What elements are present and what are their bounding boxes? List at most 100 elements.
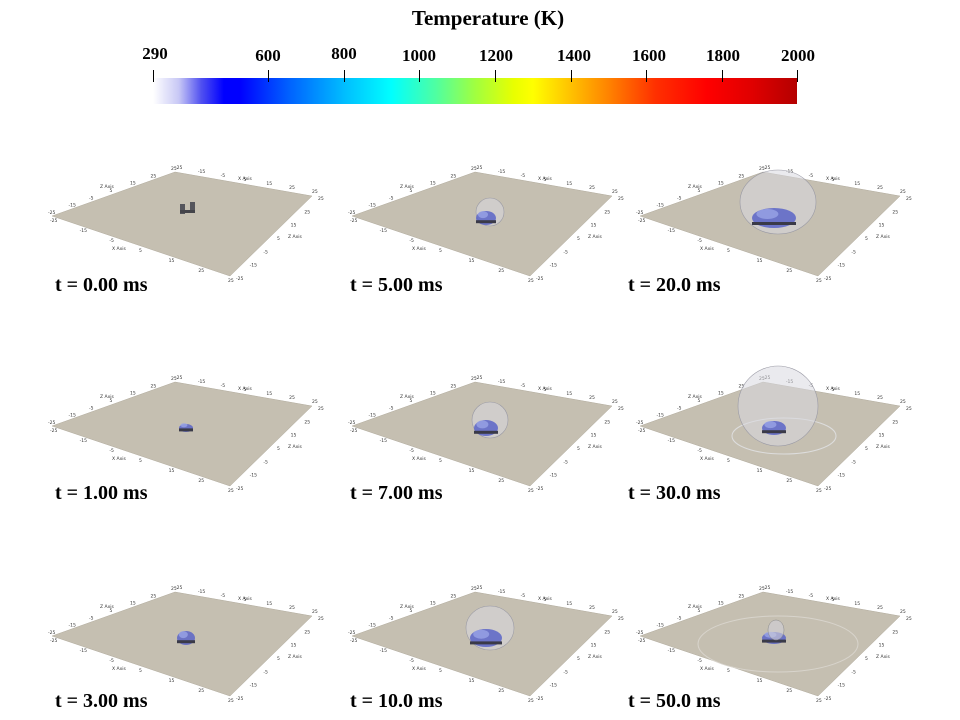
z-axis-label: Z Axis bbox=[400, 184, 415, 190]
axis-tick-bottom-left: 15 bbox=[757, 678, 763, 684]
axis-tick-top-left: -25 bbox=[636, 630, 643, 636]
axis-tick-top-right: -5 bbox=[809, 173, 814, 179]
axis-tick-bottom-right: -5 bbox=[851, 669, 856, 675]
axis-tick-bottom-left: -25 bbox=[638, 638, 645, 644]
axis-tick-bottom-right: -15 bbox=[250, 263, 257, 269]
plate-view: -25-15-55152525-25-15-55152525-25-15-551… bbox=[348, 165, 624, 284]
panel-t10: -25 -15 -5 5 15 25 25 -25 -15 -5 5 15 25 25 -25 -15 -5 5 1… bbox=[340, 578, 640, 708]
colorbar-label-1400: 1400 bbox=[557, 46, 591, 65]
axis-tick-top-right: -25 bbox=[763, 585, 770, 591]
z-axis-label: Z Axis bbox=[100, 184, 115, 190]
hot-core-highlight bbox=[476, 420, 489, 429]
axis-tick-top-right: 25 bbox=[589, 605, 595, 611]
axis-tick-bottom-right: 25 bbox=[318, 406, 324, 412]
z-axis-label: Z Axis bbox=[876, 444, 891, 450]
panel-t5: -25 -15 -5 5 15 25 25 -25 -15 -5 5 15 25 25 -25 -15 -5 5 1… bbox=[340, 158, 640, 288]
axis-tick-bottom-right: 5 bbox=[277, 446, 280, 452]
axis-tick-top-left: -5 bbox=[389, 615, 394, 621]
axis-tick-bottom-left: 15 bbox=[169, 258, 175, 264]
axis-tick-bottom-right: 25 bbox=[318, 196, 324, 202]
axis-tick-top-right: 15 bbox=[854, 601, 860, 607]
axis-tick-bottom-left: 25 bbox=[228, 698, 234, 704]
axis-tick-top-right: -15 bbox=[198, 379, 205, 385]
vapor-dome bbox=[767, 619, 785, 641]
axis-tick-bottom-right: 25 bbox=[892, 629, 898, 635]
axis-tick-top-left: -25 bbox=[348, 420, 355, 426]
axis-tick-top-left: -15 bbox=[69, 413, 76, 419]
axis-tick-bottom-left: -5 bbox=[697, 658, 702, 664]
axis-tick-bottom-left: -5 bbox=[109, 238, 114, 244]
time-label-t1: t = 1.00 ms bbox=[55, 482, 148, 504]
axis-tick-top-left: -5 bbox=[677, 615, 682, 621]
axis-tick-bottom-right: -5 bbox=[263, 249, 268, 255]
axis-tick-bottom-left: -15 bbox=[668, 228, 675, 234]
axis-tick-bottom-left: 5 bbox=[439, 248, 442, 254]
axis-tick-top-right: 25 bbox=[612, 609, 618, 615]
time-label-t7: t = 7.00 ms bbox=[350, 482, 443, 504]
plate-view: -25-15-55152525-25-15-55152525-25-15-551… bbox=[48, 375, 324, 494]
axis-tick-bottom-left: -25 bbox=[350, 218, 357, 224]
time-label-t10: t = 10.0 ms bbox=[350, 690, 443, 712]
axis-tick-bottom-right: -25 bbox=[536, 486, 543, 492]
plate-view: -25-15-55152525-25-15-55152525-25-15-551… bbox=[48, 165, 324, 284]
axis-tick-top-left: 25 bbox=[151, 593, 157, 599]
z-axis-label: Z Axis bbox=[876, 234, 891, 240]
z-axis-label: Z Axis bbox=[288, 444, 303, 450]
colorbar-label-800: 800 bbox=[331, 44, 357, 63]
axis-tick-bottom-left: 15 bbox=[469, 258, 475, 264]
axis-tick-top-left: -25 bbox=[48, 630, 55, 636]
axis-tick-bottom-right: 5 bbox=[865, 656, 868, 662]
axis-tick-bottom-left: 15 bbox=[757, 468, 763, 474]
axis-tick-bottom-left: -5 bbox=[409, 238, 414, 244]
x-axis-label: X Axis bbox=[700, 456, 715, 462]
x-axis-label: X Axis bbox=[700, 666, 715, 672]
panel-t3: -25 -15 -5 5 15 25 25 -25 -15 -5 5 15 25 25 -25 -15 -5 5 1… bbox=[40, 578, 340, 708]
axis-tick-bottom-left: -25 bbox=[638, 218, 645, 224]
axis-tick-bottom-left: 5 bbox=[139, 248, 142, 254]
axis-tick-bottom-left: 25 bbox=[786, 688, 792, 694]
cavity-block bbox=[177, 640, 195, 644]
colorbar-label-600: 600 bbox=[255, 46, 281, 65]
axis-tick-top-right: -15 bbox=[198, 169, 205, 175]
axis-tick-top-right: 15 bbox=[266, 181, 272, 187]
colorbar-label-290: 290 bbox=[142, 44, 168, 63]
axis-tick-bottom-left: -15 bbox=[668, 438, 675, 444]
axis-tick-bottom-right: -25 bbox=[824, 696, 831, 702]
axis-tick-top-right: -25 bbox=[475, 375, 482, 381]
axis-tick-top-left: -5 bbox=[89, 195, 94, 201]
axis-tick-bottom-right: -25 bbox=[236, 276, 243, 282]
axis-tick-top-left: 25 bbox=[451, 593, 457, 599]
hot-core-highlight bbox=[764, 421, 777, 429]
panel-t30: -25-15-55152525-25-15-55152525-25-15-551… bbox=[628, 365, 928, 498]
axis-tick-top-left: 15 bbox=[718, 391, 724, 397]
axis-tick-bottom-left: 25 bbox=[528, 278, 534, 284]
axis-tick-top-left: 15 bbox=[130, 601, 136, 607]
axis-tick-top-left: -25 bbox=[636, 210, 643, 216]
axis-tick-bottom-right: 15 bbox=[291, 433, 297, 439]
panel-t7: -25 -15 -5 5 15 25 25 -25 -15 -5 5 15 25 25 -25 -15 -5 5 1… bbox=[340, 368, 640, 498]
axis-tick-bottom-right: 25 bbox=[304, 419, 310, 425]
axis-tick-bottom-right: 15 bbox=[591, 223, 597, 229]
shock-ring bbox=[697, 615, 859, 673]
plate-view: -25-15-55152525-25-15-55152525-25-15-551… bbox=[348, 375, 624, 494]
axis-tick-bottom-left: 5 bbox=[727, 668, 730, 674]
x-axis-label: X Axis bbox=[112, 666, 127, 672]
axis-tick-top-left: 15 bbox=[430, 391, 436, 397]
axis-tick-top-right: 15 bbox=[566, 601, 572, 607]
axis-tick-top-right: -5 bbox=[221, 173, 226, 179]
x-axis-label: X Axis bbox=[826, 386, 841, 392]
axis-tick-bottom-right: -25 bbox=[236, 696, 243, 702]
axis-tick-top-left: 25 bbox=[471, 166, 477, 172]
axis-tick-top-right: 5 bbox=[832, 597, 835, 603]
axis-tick-bottom-right: -15 bbox=[838, 683, 845, 689]
axis-tick-top-right: -5 bbox=[221, 383, 226, 389]
axis-tick-top-left: 25 bbox=[171, 376, 177, 382]
axis-tick-top-left: 25 bbox=[739, 383, 745, 389]
axis-tick-bottom-left: -5 bbox=[409, 658, 414, 664]
colorbar-title: Temperature (K) bbox=[411, 6, 565, 30]
axis-tick-top-right: 25 bbox=[900, 189, 906, 195]
axis-tick-top-left: 25 bbox=[759, 166, 765, 172]
cavity-block bbox=[180, 204, 185, 214]
axis-tick-top-right: 5 bbox=[244, 177, 247, 183]
axis-tick-top-right: 25 bbox=[877, 185, 883, 191]
